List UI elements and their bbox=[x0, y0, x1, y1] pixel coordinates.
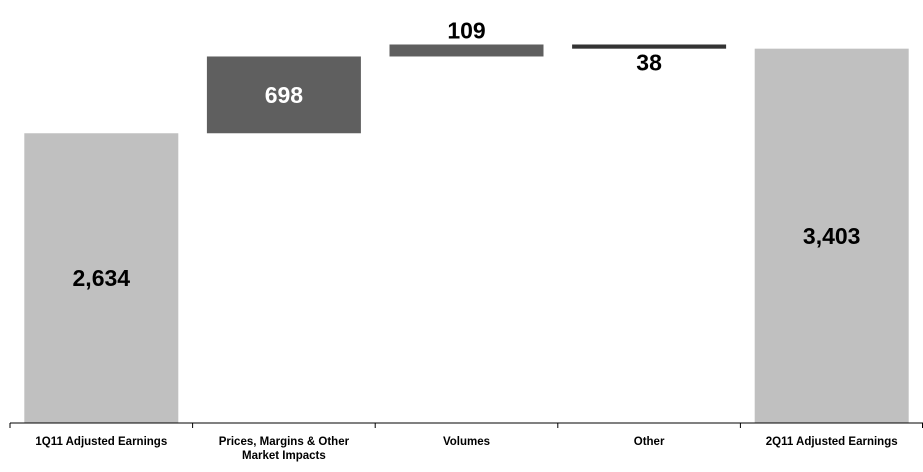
data-label-5: 3,403 bbox=[803, 223, 861, 249]
category-label-2: Prices, Margins & Other bbox=[219, 436, 350, 448]
category-label-3: Volumes bbox=[443, 436, 490, 448]
category-label-2-line-2: Market Impacts bbox=[242, 450, 326, 462]
bar-1 bbox=[24, 133, 179, 423]
bar-2 bbox=[206, 56, 361, 134]
data-label-1: 2,634 bbox=[73, 265, 131, 291]
data-label-4: 38 bbox=[636, 50, 662, 76]
data-label-2: 698 bbox=[265, 82, 304, 108]
category-label-4: Other bbox=[634, 436, 665, 448]
bar-5 bbox=[754, 48, 909, 424]
data-label-3: 109 bbox=[447, 17, 485, 43]
bar-3 bbox=[389, 44, 544, 57]
bar-4 bbox=[572, 44, 727, 49]
category-label-5: 2Q11 Adjusted Earnings bbox=[766, 436, 898, 448]
category-label-1: 1Q11 Adjusted Earnings bbox=[35, 436, 167, 448]
